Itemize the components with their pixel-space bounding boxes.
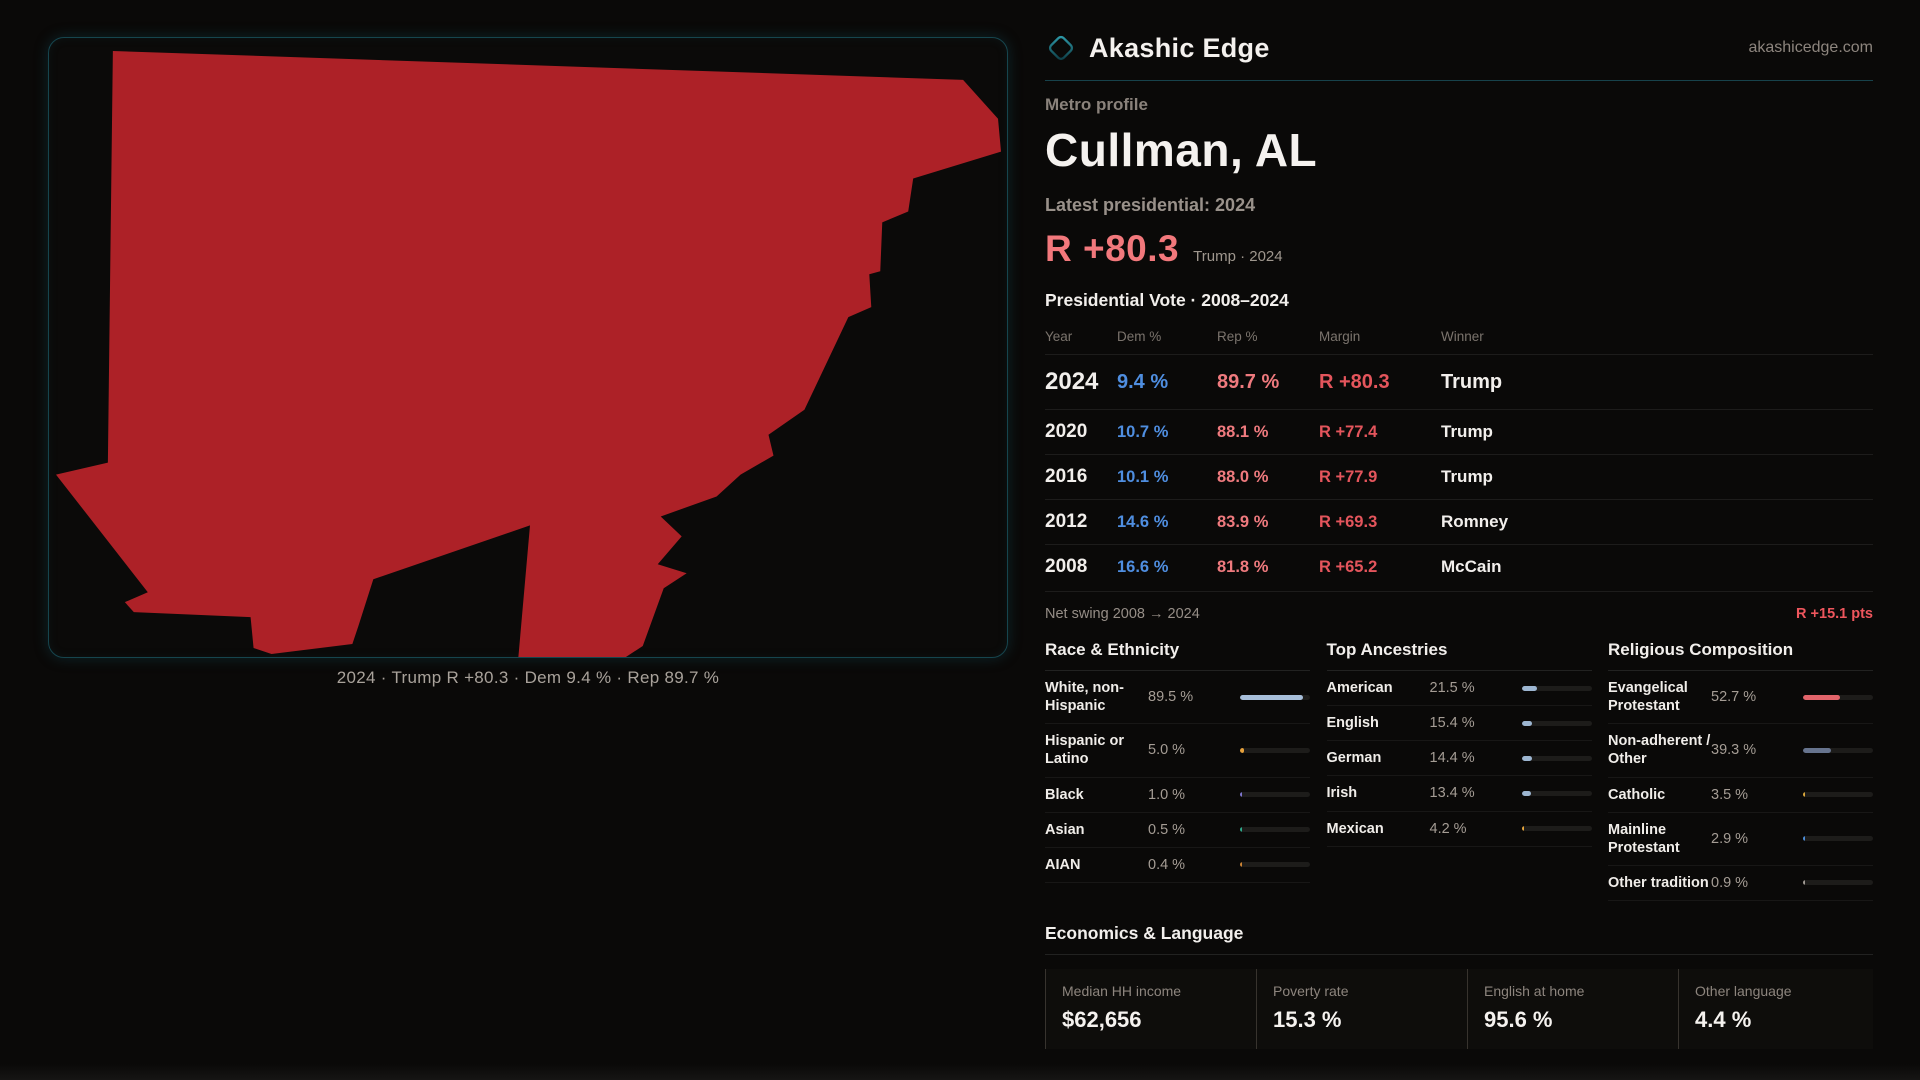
list-item: Evangelical Protestant 52.7 % xyxy=(1608,671,1873,725)
bar xyxy=(1521,755,1592,761)
net-swing-row: Net swing 2008 → 2024 R +15.1 pts xyxy=(1045,591,1873,622)
bar xyxy=(1240,827,1310,833)
elections-heading: Presidential Vote · 2008–2024 xyxy=(1045,290,1289,310)
bar xyxy=(1803,836,1873,842)
bar xyxy=(1521,685,1592,691)
bar xyxy=(1803,880,1873,886)
county-map-panel xyxy=(48,37,1008,658)
header: Akashic Edge akashicedge.com xyxy=(1045,28,1873,68)
bar xyxy=(1521,826,1592,832)
bar xyxy=(1803,792,1873,798)
table-row: 2020 10.7 % 88.1 % R +77.4 Trump xyxy=(1045,409,1873,454)
bar xyxy=(1240,694,1310,700)
col-winner: Winner xyxy=(1441,329,1484,344)
county-shape xyxy=(55,50,1002,657)
kicker: Metro profile xyxy=(1045,95,1148,114)
col-rep: Rep % xyxy=(1217,329,1258,344)
race-ethnicity-card: Race & Ethnicity White, non-Hispanic 89.… xyxy=(1045,640,1310,901)
stat-card: Other language 4.4 % xyxy=(1678,969,1873,1049)
diamond-logo-icon xyxy=(1048,35,1074,61)
latest-presidential-label: Latest presidential: 2024 xyxy=(1045,195,1256,215)
ancestries-card: Top Ancestries American 21.5 % English 1… xyxy=(1326,640,1592,901)
bar xyxy=(1521,720,1592,726)
col-dem: Dem % xyxy=(1117,329,1162,344)
list-item: Mainline Protestant 2.9 % xyxy=(1608,813,1873,866)
list-item: Other tradition 0.9 % xyxy=(1608,866,1873,901)
stat-card: Poverty rate 15.3 % xyxy=(1256,969,1467,1049)
list-item: German 14.4 % xyxy=(1326,741,1592,777)
headline-margin-row: R +80.3 Trump · 2024 xyxy=(1045,228,1873,270)
profile-column: Akashic Edge akashicedge.com Metro profi… xyxy=(1045,28,1873,1080)
economics-stats: Median HH income $62,656 Poverty rate 15… xyxy=(1045,969,1873,1049)
county-map xyxy=(55,50,1002,657)
race-heading: Race & Ethnicity xyxy=(1045,640,1310,671)
brand-name: Akashic Edge xyxy=(1089,32,1270,63)
headline-context: Trump · 2024 xyxy=(1193,248,1283,265)
brand-domain-link[interactable]: akashicedge.com xyxy=(1748,39,1873,56)
list-item: Irish 13.4 % xyxy=(1326,776,1592,812)
header-divider xyxy=(1045,80,1873,81)
net-swing-label: Net swing 2008 → 2024 xyxy=(1045,606,1200,622)
list-item: Black 1.0 % xyxy=(1045,778,1310,813)
net-swing-value: R +15.1 pts xyxy=(1796,606,1873,622)
col-margin: Margin xyxy=(1319,329,1361,344)
bar xyxy=(1240,862,1310,868)
bottom-strip xyxy=(0,1064,1920,1080)
religion-card: Religious Composition Evangelical Protes… xyxy=(1608,640,1873,901)
map-caption: 2024 · Trump R +80.3 · Dem 9.4 % · Rep 8… xyxy=(336,668,720,687)
bar xyxy=(1240,792,1310,798)
elections-table: Year Dem % Rep % Margin Winner 2024 9.4 … xyxy=(1045,325,1873,589)
page-title: Cullman, AL xyxy=(1045,124,1318,176)
stat-card: Median HH income $62,656 xyxy=(1045,969,1256,1049)
col-year: Year xyxy=(1045,329,1073,344)
ancestries-heading: Top Ancestries xyxy=(1326,640,1592,671)
table-header-row: Year Dem % Rep % Margin Winner xyxy=(1045,325,1873,354)
demographics-section: Race & Ethnicity White, non-Hispanic 89.… xyxy=(1045,640,1873,901)
list-item: English 15.4 % xyxy=(1326,706,1592,742)
list-item: Mexican 4.2 % xyxy=(1326,812,1592,847)
table-row: 2024 9.4 % 89.7 % R +80.3 Trump xyxy=(1045,354,1873,409)
list-item: White, non-Hispanic 89.5 % xyxy=(1045,671,1310,725)
list-item: Asian 0.5 % xyxy=(1045,813,1310,848)
table-row: 2008 16.6 % 81.8 % R +65.2 McCain xyxy=(1045,544,1873,589)
bar xyxy=(1803,694,1873,700)
list-item: Non-adherent / Other 39.3 % xyxy=(1608,724,1873,778)
economics-heading: Economics & Language xyxy=(1045,923,1873,955)
bar xyxy=(1521,790,1592,796)
stat-card: English at home 95.6 % xyxy=(1467,969,1678,1049)
bar xyxy=(1240,747,1310,753)
table-row: 2016 10.1 % 88.0 % R +77.9 Trump xyxy=(1045,454,1873,499)
bar xyxy=(1803,747,1873,753)
list-item: AIAN 0.4 % xyxy=(1045,848,1310,883)
headline-margin-value: R +80.3 xyxy=(1045,228,1180,269)
table-row: 2012 14.6 % 83.9 % R +69.3 Romney xyxy=(1045,499,1873,544)
list-item: Catholic 3.5 % xyxy=(1608,778,1873,813)
list-item: American 21.5 % xyxy=(1326,671,1592,707)
list-item: Hispanic or Latino 5.0 % xyxy=(1045,724,1310,778)
religion-heading: Religious Composition xyxy=(1608,640,1873,671)
